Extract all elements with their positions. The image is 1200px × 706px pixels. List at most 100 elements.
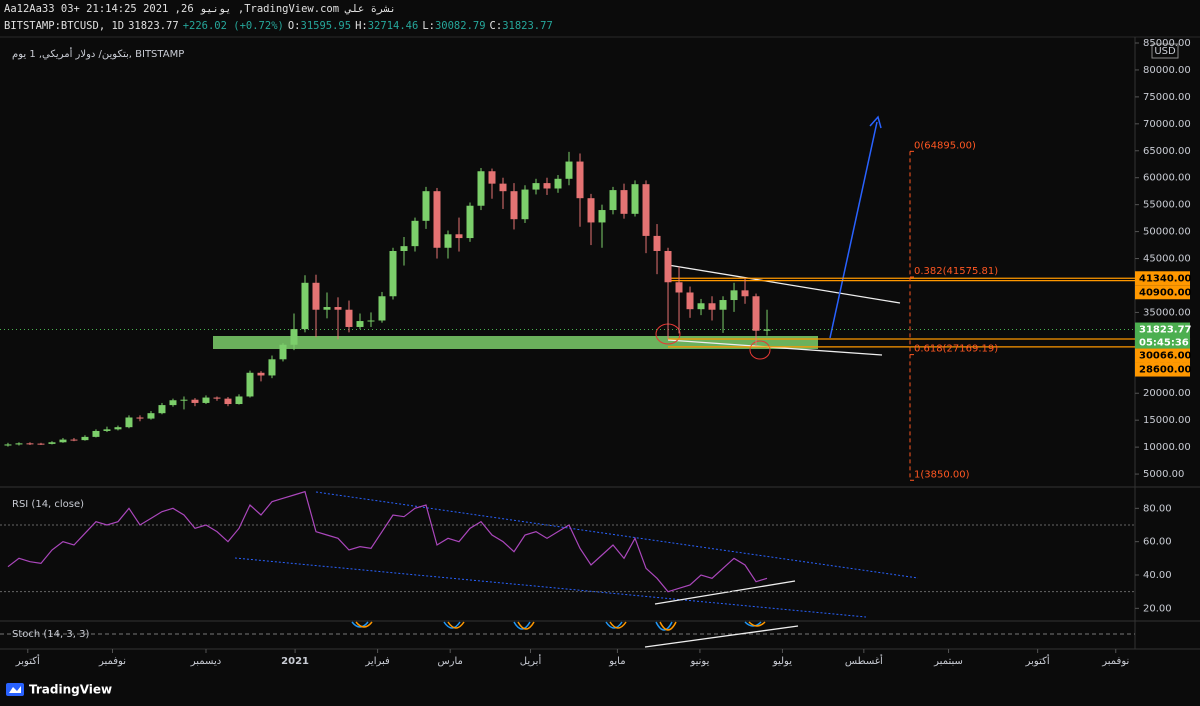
candle-body — [367, 320, 375, 322]
y-tick-label: 80.00 — [1143, 503, 1172, 514]
support-zone — [213, 336, 818, 349]
candle-body — [323, 307, 331, 310]
candle-body — [675, 282, 683, 293]
candle-body — [213, 397, 221, 399]
arrow — [829, 121, 878, 339]
candle-body — [521, 189, 529, 220]
price-label-box — [1135, 271, 1190, 286]
candle-body — [235, 396, 243, 405]
x-tick-label: أكتوبر — [15, 654, 40, 667]
candle-body — [224, 398, 232, 405]
candle-body — [147, 413, 155, 419]
currency-box — [1151, 43, 1179, 59]
candle-body — [741, 290, 749, 297]
candle-body — [609, 190, 617, 211]
price-label: 28600.00 — [1139, 365, 1192, 376]
y-tick-label: 65000.00 — [1143, 146, 1191, 157]
y-tick-label: 15000.00 — [1143, 415, 1191, 426]
rsi-line — [7, 490, 768, 593]
candle-body — [301, 282, 309, 330]
ohlc-label: H: — [355, 20, 368, 32]
stoch-line — [351, 621, 762, 631]
fib-label: 0.618(27169.19) — [914, 344, 998, 355]
fib-label: 1(3850.00) — [914, 469, 970, 480]
stoch-title: Stoch (14, 3, 3) — [12, 629, 89, 640]
candle-body — [697, 303, 705, 310]
candle-body — [92, 430, 100, 437]
rsi-title: RSI (14, close) — [12, 499, 84, 510]
candle-body — [532, 183, 540, 190]
candle-body — [37, 443, 45, 445]
x-tick-label: أغسطس — [845, 654, 883, 667]
candle-body — [257, 372, 265, 376]
candle-body — [543, 183, 551, 189]
x-tick-label: مايو — [608, 656, 625, 667]
header-line1: Aa12Aa33 03+ 21:14:25 2021 ,26 يونيو ,Tr… — [4, 3, 396, 15]
candle-body — [191, 399, 199, 403]
candle-body — [488, 171, 496, 184]
candle-body — [752, 296, 760, 331]
candle-body — [246, 372, 254, 397]
x-tick-label: مارس — [437, 656, 462, 667]
countdown: 05:45:36 — [1139, 338, 1189, 349]
candle-body — [499, 183, 507, 192]
candle-body — [125, 417, 133, 428]
y-tick-label: 50000.00 — [1143, 227, 1191, 238]
y-tick-label: 80000.00 — [1143, 65, 1191, 76]
price-label: 31823.77 — [1139, 325, 1192, 336]
candle-body — [554, 178, 562, 189]
arrow-head — [869, 115, 882, 129]
candle-body — [411, 220, 419, 247]
candle-body — [378, 296, 386, 321]
fib-label: 0.382(41575.81) — [914, 266, 998, 277]
ohlc-value: 30082.79 — [434, 20, 486, 32]
change: +226.02 (+0.72%) — [182, 20, 284, 32]
candle-body — [664, 250, 672, 283]
ohlc-label: C: — [489, 20, 503, 32]
price-label-box — [1135, 348, 1190, 363]
currency: USD — [1154, 46, 1176, 57]
candle-body — [686, 292, 694, 310]
y-tick-label: 5000.00 — [1143, 469, 1184, 480]
y-tick-label: 45000.00 — [1143, 254, 1191, 265]
candle-body — [576, 161, 584, 199]
candle-body — [345, 309, 353, 327]
candle-body — [444, 234, 452, 248]
x-tick-label: فبراير — [364, 656, 390, 667]
y-tick-label: 20.00 — [1143, 603, 1172, 614]
trendline — [667, 264, 901, 304]
stoch-line — [355, 621, 766, 631]
trendline — [315, 491, 919, 579]
y-tick-label: 75000.00 — [1143, 92, 1191, 103]
price-label: 41340.00 — [1139, 273, 1192, 284]
header-line2: BITSTAMP:BTCUSD, 1D 31823.77 +226.02 (+0.7… — [4, 20, 561, 32]
y-tick-label: 70000.00 — [1143, 119, 1191, 130]
candle-body — [334, 307, 342, 310]
candle-body — [15, 443, 23, 445]
price-label-box — [1135, 362, 1190, 377]
brand: TradingView — [29, 683, 112, 697]
y-tick-label: 35000.00 — [1143, 307, 1191, 318]
candle-body — [59, 439, 67, 443]
ohlc-value: 31595.95 — [300, 20, 352, 32]
candle-body — [598, 210, 606, 223]
candle-body — [708, 303, 716, 310]
ohlc-label: L: — [422, 20, 435, 32]
candle-body — [510, 191, 518, 220]
candle-body — [4, 444, 12, 446]
trendline — [644, 625, 799, 648]
x-tick-label: أبريل — [520, 654, 542, 667]
candle-body — [763, 329, 771, 331]
pane-label: بتكوين/ دولار أمريكي, 1 يوم, BITSTAMP — [12, 47, 184, 60]
candle-body — [290, 329, 298, 345]
candle-body — [70, 439, 78, 441]
y-tick-label: 60000.00 — [1143, 173, 1191, 184]
candle-body — [26, 443, 34, 445]
candle-body — [642, 184, 650, 236]
candle-body — [103, 429, 111, 431]
x-tick-label: نوفمبر — [98, 656, 126, 667]
y-tick-label: 85000.00 — [1143, 38, 1191, 49]
symbol: BITSTAMP:BTCUSD, 1D — [4, 20, 125, 32]
candle-body — [356, 321, 364, 327]
candle-body — [48, 442, 56, 444]
